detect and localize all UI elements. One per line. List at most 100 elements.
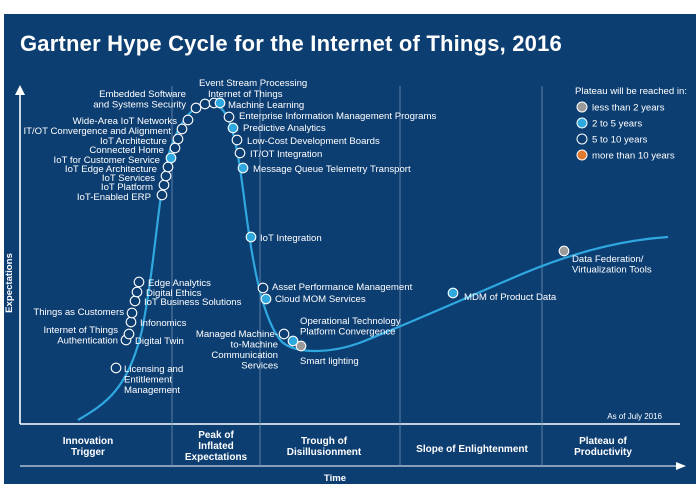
legend-label: 2 to 5 years bbox=[592, 119, 642, 130]
tech-cloud-mom-services: Cloud MOM Services bbox=[260, 293, 366, 305]
tech-low-cost-development-boards: Low-Cost Development Boards bbox=[231, 134, 380, 147]
legend-label: more than 10 years bbox=[592, 151, 675, 162]
tech-marker-icon bbox=[126, 307, 138, 319]
tech-label: IoT Edge Architecture bbox=[65, 164, 157, 175]
phase-label: Trough of Disillusionment bbox=[287, 436, 362, 458]
tech-label: Edge Analytics bbox=[148, 278, 211, 289]
chart-background-panel bbox=[4, 14, 696, 484]
tech-label: Smart lighting bbox=[300, 356, 359, 367]
tech-internet-of-things-authentication: Internet of Things Authentication bbox=[44, 325, 135, 347]
tech-mdm-of-product-data: MDM of Product Data bbox=[447, 287, 557, 303]
tech-marker-icon bbox=[110, 362, 122, 374]
tech-marker-icon bbox=[131, 286, 143, 298]
tech-label: Asset Performance Management bbox=[272, 282, 413, 293]
tech-it-ot-convergence-and-alignment: IT/OT Convergence and Alignment bbox=[23, 123, 188, 137]
tech-marker-icon bbox=[214, 97, 226, 109]
tech-smart-lighting: Smart lighting bbox=[295, 340, 359, 367]
y-axis-label: Expectations bbox=[4, 253, 15, 313]
tech-marker-icon bbox=[447, 287, 459, 299]
legend: Plateau will be reached in: less than 2 … bbox=[575, 86, 687, 162]
legend-swatch-icon bbox=[576, 117, 588, 129]
tech-message-queue-telemetry-transport: Message Queue Telemetry Transport bbox=[237, 162, 411, 175]
tech-marker-icon bbox=[182, 114, 194, 126]
phase-label: Plateau of Productivity bbox=[574, 436, 632, 458]
tech-marker-icon bbox=[160, 170, 172, 182]
tech-label: Licensing and Entitlement Management bbox=[124, 364, 183, 396]
tech-marker-icon bbox=[223, 111, 235, 123]
technology-markers: Licensing and Entitlement Management Digita… bbox=[23, 78, 651, 396]
tech-marker-icon bbox=[123, 328, 135, 340]
tech-marker-icon bbox=[234, 147, 246, 159]
tech-marker-icon bbox=[260, 293, 272, 305]
tech-marker-icon bbox=[245, 231, 257, 243]
tech-embedded-software-and-systems-security: Embedded Software and Systems Security bbox=[93, 89, 202, 114]
tech-label: Machine Learning bbox=[228, 100, 304, 111]
tech-label: Cloud MOM Services bbox=[275, 294, 366, 305]
tech-marker-icon bbox=[169, 142, 181, 154]
tech-marker-icon bbox=[172, 133, 184, 145]
tech-it-ot-integration: IT/OT Integration bbox=[234, 147, 322, 160]
tech-label: Predictive Analytics bbox=[243, 123, 326, 134]
tech-marker-icon bbox=[156, 189, 168, 201]
tech-things-as-customers: Things as Customers bbox=[33, 307, 138, 319]
tech-label: Data Federation/Virtualization Tools bbox=[572, 254, 652, 276]
tech-label: Internet of Things bbox=[208, 89, 283, 100]
tech-label: MDM of Product Data bbox=[464, 292, 557, 303]
tech-marker-icon bbox=[199, 98, 211, 110]
tech-label: Event Stream Processing bbox=[199, 78, 307, 89]
phase-label: Innovation Trigger bbox=[63, 436, 114, 458]
y-axis-arrow-icon bbox=[15, 85, 25, 95]
tech-operational-technology-platform-convergence: Operational Technology Platform Convergen… bbox=[278, 316, 401, 340]
x-axis-arrow-icon bbox=[676, 462, 686, 470]
tech-marker-icon bbox=[125, 316, 137, 328]
phase-label: Slope of Enlightenment bbox=[416, 444, 528, 455]
tech-marker-icon bbox=[176, 123, 188, 135]
tech-edge-analytics: Edge Analytics bbox=[133, 276, 211, 289]
phase-label: Peak of Inflated Expectations bbox=[185, 430, 248, 463]
tech-label: Managed Machine-to-Machine Communication S… bbox=[196, 329, 278, 372]
tech-marker-icon bbox=[129, 295, 141, 307]
legend-title: Plateau will be reached in: bbox=[575, 86, 687, 97]
legend-item-2-to-5-years: 2 to 5 years bbox=[576, 117, 642, 130]
tech-label: Embedded Software and Systems Security bbox=[93, 89, 186, 111]
tech-enterprise-information-management-programs: Enterprise Information Management Progra… bbox=[223, 111, 436, 123]
legend-item-5-to-10-years: 5 to 10 years bbox=[576, 133, 648, 146]
legend-swatch-icon bbox=[576, 149, 588, 161]
tech-label: Infonomics bbox=[140, 318, 187, 329]
as-of-date: As of July 2016 bbox=[607, 412, 662, 421]
tech-licensing-and-entitlement-management: Licensing and Entitlement Management bbox=[110, 362, 183, 396]
tech-label: IoT for Customer Service bbox=[54, 155, 160, 166]
axes: Expectations Time As of July 2016 bbox=[4, 85, 686, 484]
tech-label: Low-Cost Development Boards bbox=[247, 136, 380, 147]
tech-marker-icon bbox=[165, 152, 177, 164]
legend-items: less than 2 years 2 to 5 years 5 to 10 yea… bbox=[576, 101, 675, 162]
tech-label: Digital Ethics bbox=[146, 288, 202, 299]
tech-label: IoT Platform bbox=[101, 182, 153, 193]
x-axis-label: Time bbox=[324, 473, 346, 484]
tech-marker-icon bbox=[278, 328, 290, 340]
tech-marker-icon bbox=[227, 122, 239, 134]
tech-marker-icon bbox=[231, 134, 243, 146]
tech-marker-icon bbox=[237, 162, 249, 174]
tech-wide-area-iot-networks: Wide-Area IoT Networks bbox=[73, 114, 194, 127]
tech-marker-icon bbox=[190, 102, 202, 114]
tech-label: IT/OT Convergence and Alignment bbox=[23, 126, 171, 137]
tech-iot-enabled-erp: IoT-Enabled ERP bbox=[77, 189, 168, 203]
phase-labels: Innovation Trigger Peak of Inflated Expectat… bbox=[63, 430, 633, 463]
hype-curve bbox=[77, 102, 669, 421]
tech-iot-for-customer-service: IoT for Customer Service bbox=[54, 152, 177, 166]
legend-swatch-icon bbox=[576, 101, 588, 113]
tech-digital-ethics: Digital Ethics bbox=[131, 286, 202, 299]
chart-title: Gartner Hype Cycle for the Internet of T… bbox=[20, 31, 562, 56]
tech-iot-architecture: IoT Architecture bbox=[100, 133, 184, 147]
legend-item-less-than-2-years: less than 2 years bbox=[576, 101, 665, 114]
tech-infonomics: Infonomics bbox=[125, 316, 187, 329]
tech-label: IoT Integration bbox=[260, 233, 322, 244]
tech-marker-icon bbox=[158, 179, 170, 191]
tech-data-federation-virtualization-tools: Data Federation/Virtualization Tools bbox=[558, 245, 652, 276]
tech-label: Connected Home bbox=[89, 145, 164, 156]
tech-label: Wide-Area IoT Networks bbox=[73, 116, 178, 127]
legend-item-more-than-10-years: more than 10 years bbox=[576, 149, 675, 162]
legend-swatch-icon bbox=[576, 133, 588, 145]
